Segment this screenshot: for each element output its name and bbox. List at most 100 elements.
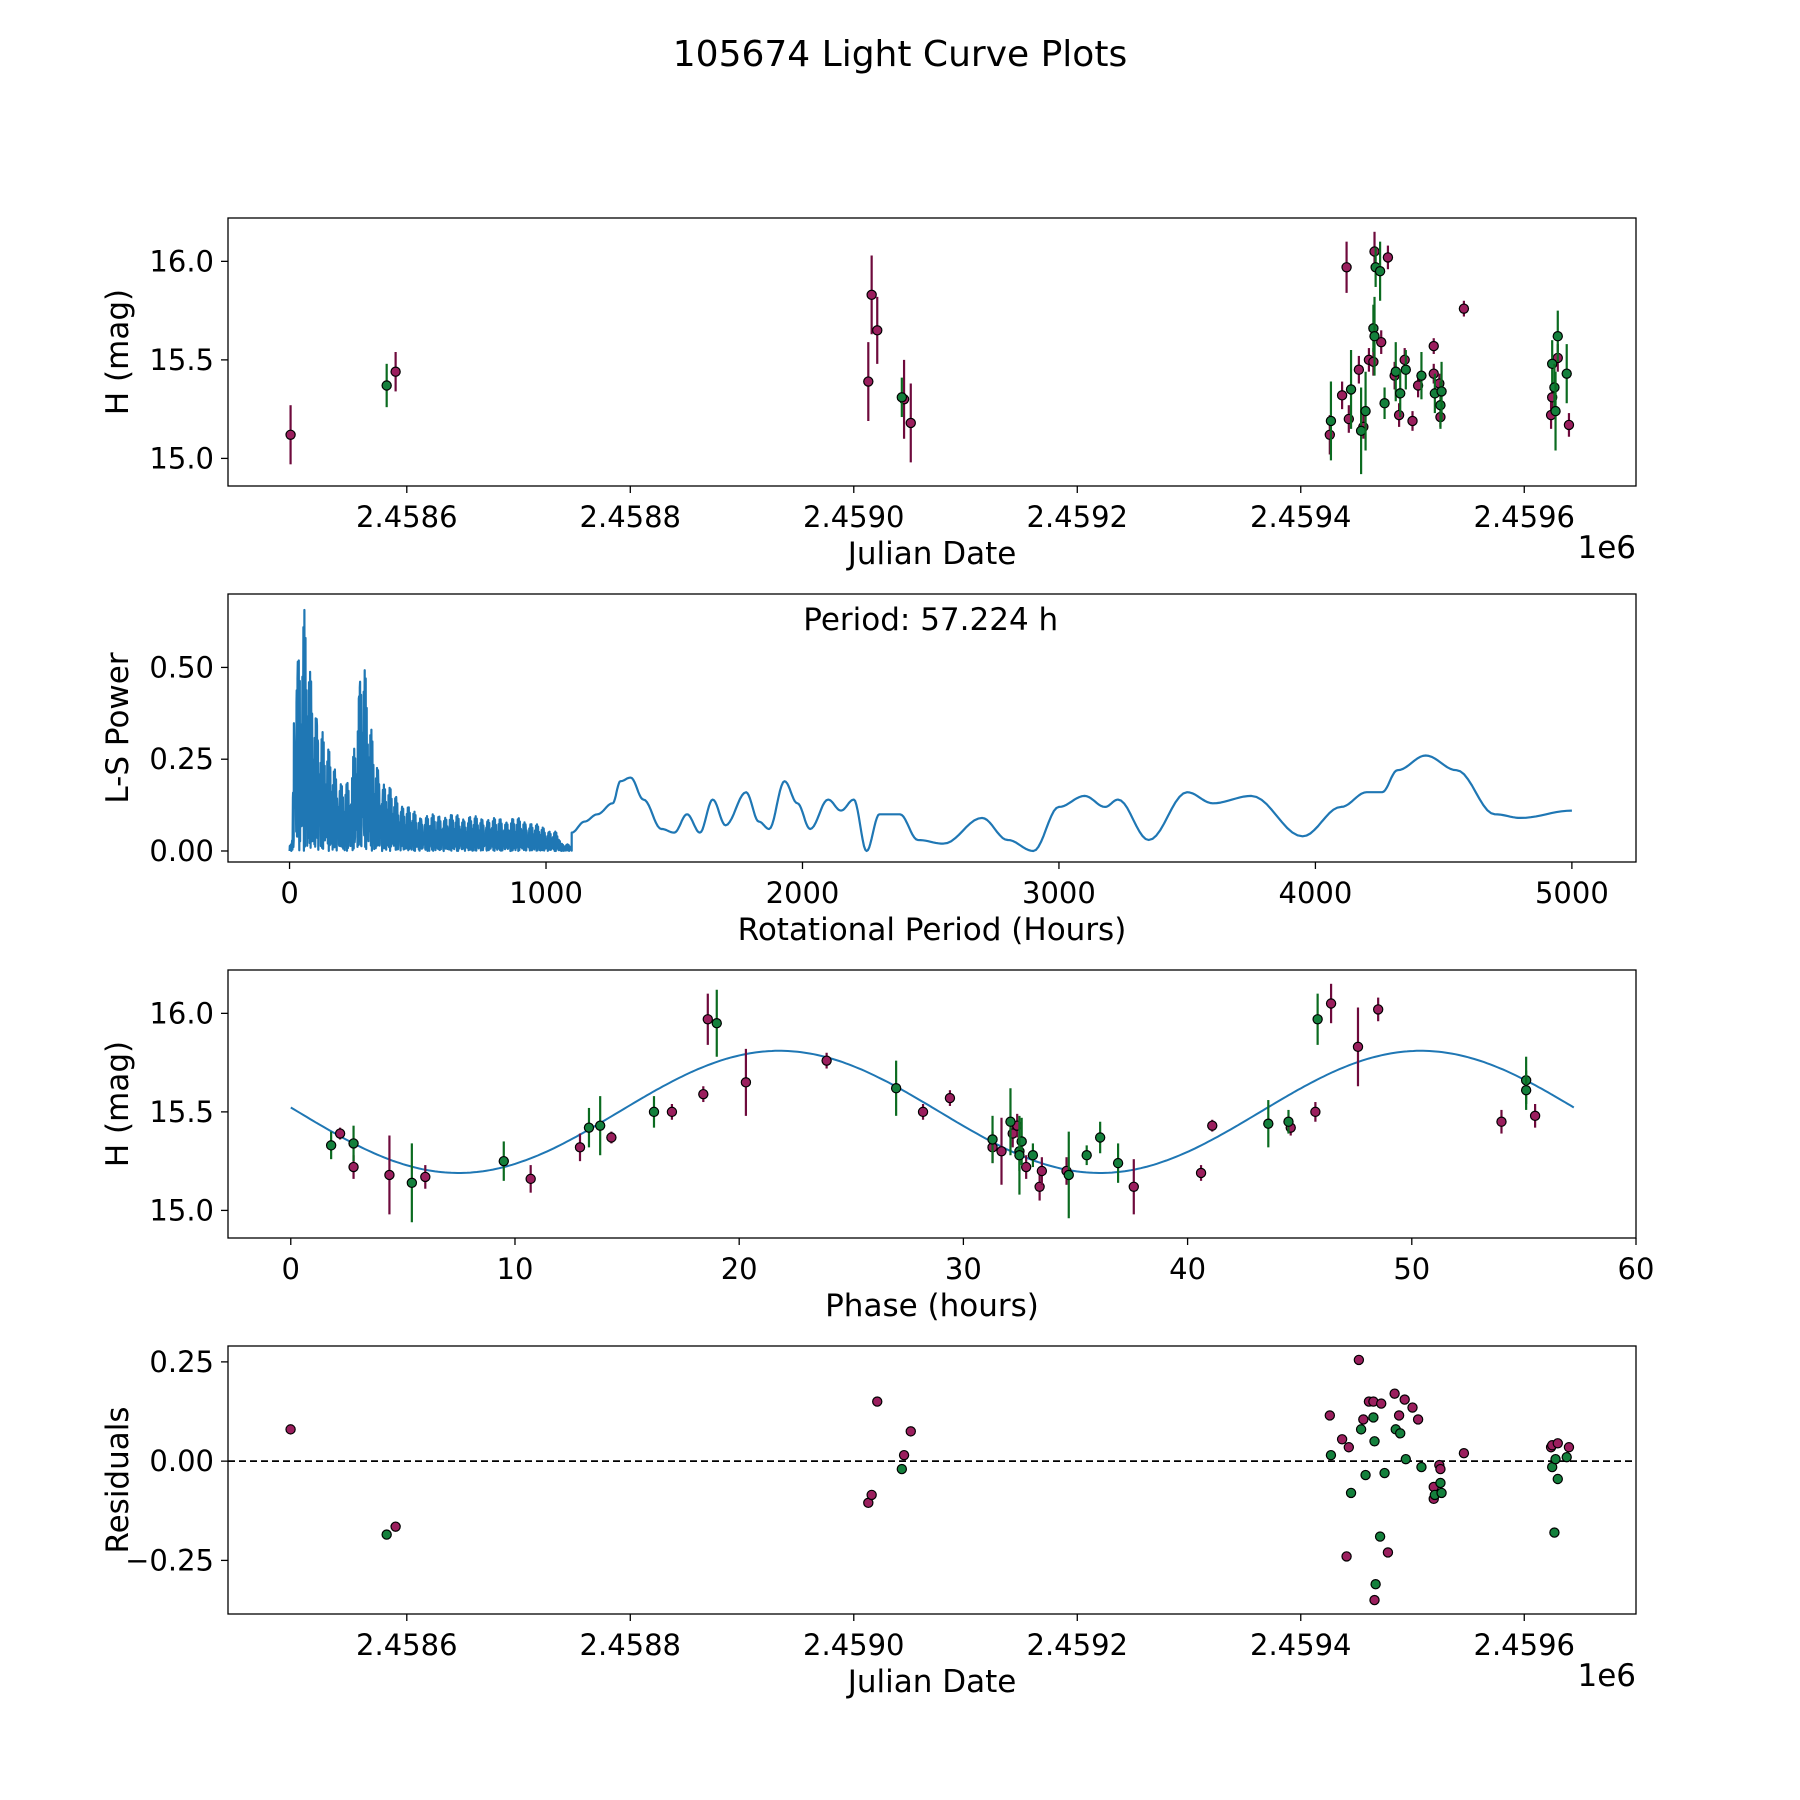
data-point (1399, 354, 1410, 366)
data-point (1081, 1150, 1092, 1161)
panel-jd-magnitude: 2.4586 2.4588 2.4590 2.4592 2.4594 2.4596 15.0… (100, 217, 1637, 572)
data-point (1416, 1461, 1427, 1473)
data-point (1374, 1531, 1386, 1542)
x-tick-label: 60 (1618, 1252, 1655, 1286)
data-point (905, 417, 916, 429)
data-point (1376, 336, 1387, 348)
model-sine-curve (290, 1049, 1575, 1174)
x-offset-label: 1e6 (1577, 530, 1636, 566)
x-tick-label: 2.4588 (580, 500, 681, 534)
x-tick-label: 2.4594 (1250, 500, 1351, 534)
data-point (1336, 390, 1348, 401)
data-point (1036, 1165, 1048, 1177)
data-point (702, 1014, 713, 1025)
data-point (1372, 1004, 1384, 1015)
data-point (285, 429, 296, 440)
data-point (1310, 1106, 1321, 1118)
data-point (1312, 1014, 1323, 1025)
data-point (1353, 364, 1365, 375)
y-tick-label: 15.5 (149, 343, 214, 377)
data-point (866, 1489, 877, 1501)
data-point (1343, 1442, 1355, 1453)
data-point (1358, 1414, 1369, 1425)
x-tick-label: 20 (721, 1252, 758, 1286)
y-tick-label: −0.25 (125, 1543, 214, 1577)
data-point (996, 1146, 1007, 1157)
x-tick-label: 2.4586 (356, 1628, 457, 1662)
plot-area (290, 983, 1575, 1223)
data-point (285, 1424, 296, 1435)
data-point (1324, 429, 1336, 440)
y-tick-label: 0.25 (149, 1345, 214, 1379)
y-tick-label: 15.5 (149, 1095, 214, 1129)
data-point (1399, 1394, 1410, 1405)
data-point (905, 1426, 916, 1437)
x-tick-label: 3000 (1022, 876, 1096, 910)
data-point (1390, 366, 1401, 377)
figure-panels: 2.4586 2.4588 2.4590 2.4592 2.4594 2.4596 15.0… (100, 217, 1655, 1700)
data-point (594, 1120, 606, 1131)
data-point (1063, 1169, 1074, 1181)
x-axis-label: Rotational Period (Hours) (738, 912, 1127, 948)
data-point (1360, 405, 1371, 417)
data-point (821, 1055, 832, 1066)
data-point (1382, 1547, 1394, 1558)
series-filter-2 (381, 241, 1572, 475)
data-point (1341, 1551, 1352, 1562)
data-point (325, 1140, 337, 1151)
y-tick-label: 16.0 (149, 244, 214, 278)
y-tick-label: 15.0 (149, 441, 214, 475)
data-point (348, 1138, 359, 1149)
data-point (498, 1155, 509, 1167)
data-point (348, 1161, 359, 1173)
data-point (1436, 386, 1447, 397)
data-point (1325, 1449, 1337, 1461)
series-filter-2 (381, 1412, 1572, 1590)
axes-frame (227, 1345, 1637, 1615)
data-point (1561, 1451, 1572, 1463)
data-point (1094, 1132, 1106, 1143)
data-point (1552, 1473, 1563, 1485)
x-tick-label: 0 (282, 1252, 300, 1286)
data-point (1550, 405, 1561, 417)
panel-phase-fold: 0 10 20 30 40 50 60 15.0 15.5 16.0 Phase (hours) H … (100, 969, 1655, 1324)
data-point (1549, 1527, 1560, 1538)
data-point (1458, 1447, 1470, 1459)
x-tick-label: 50 (1393, 1252, 1430, 1286)
data-point (1552, 331, 1563, 342)
data-point (1353, 1354, 1365, 1366)
x-tick-label: 2.4592 (1027, 1628, 1128, 1662)
x-tick-label: 2.4588 (580, 1628, 681, 1662)
data-point (1428, 340, 1439, 352)
x-tick-label: 2.4592 (1027, 500, 1128, 534)
x-tick-label: 30 (945, 1252, 982, 1286)
data-point (406, 1177, 418, 1189)
data-point (1345, 1487, 1357, 1499)
plot-area (228, 1354, 1636, 1606)
plot-area (285, 231, 1575, 475)
y-tick-label: 16.0 (149, 996, 214, 1030)
data-point (1369, 246, 1380, 257)
panel-residuals: 2.4586 2.4588 2.4590 2.4592 2.4594 2.4596 −0.2… (100, 1345, 1637, 1700)
data-point (334, 1128, 346, 1139)
y-axis-label: H (mag) (100, 289, 136, 415)
data-point (1436, 1487, 1447, 1499)
plot-area (288, 608, 1572, 853)
data-point (1352, 1041, 1364, 1053)
data-point (1496, 1116, 1507, 1127)
data-point (1435, 1477, 1446, 1489)
data-point (1345, 384, 1357, 395)
data-point (381, 380, 392, 391)
data-point (987, 1134, 998, 1145)
data-point (1550, 1453, 1561, 1465)
x-tick-label: 2.4596 (1474, 500, 1575, 534)
data-point (1368, 356, 1379, 368)
data-point (1374, 266, 1386, 277)
axes-frame (227, 217, 1637, 487)
data-point (896, 392, 908, 403)
data-point (1379, 1467, 1390, 1479)
data-point (1458, 303, 1470, 314)
data-point (866, 289, 877, 301)
x-axis-label: Julian Date (846, 536, 1017, 572)
